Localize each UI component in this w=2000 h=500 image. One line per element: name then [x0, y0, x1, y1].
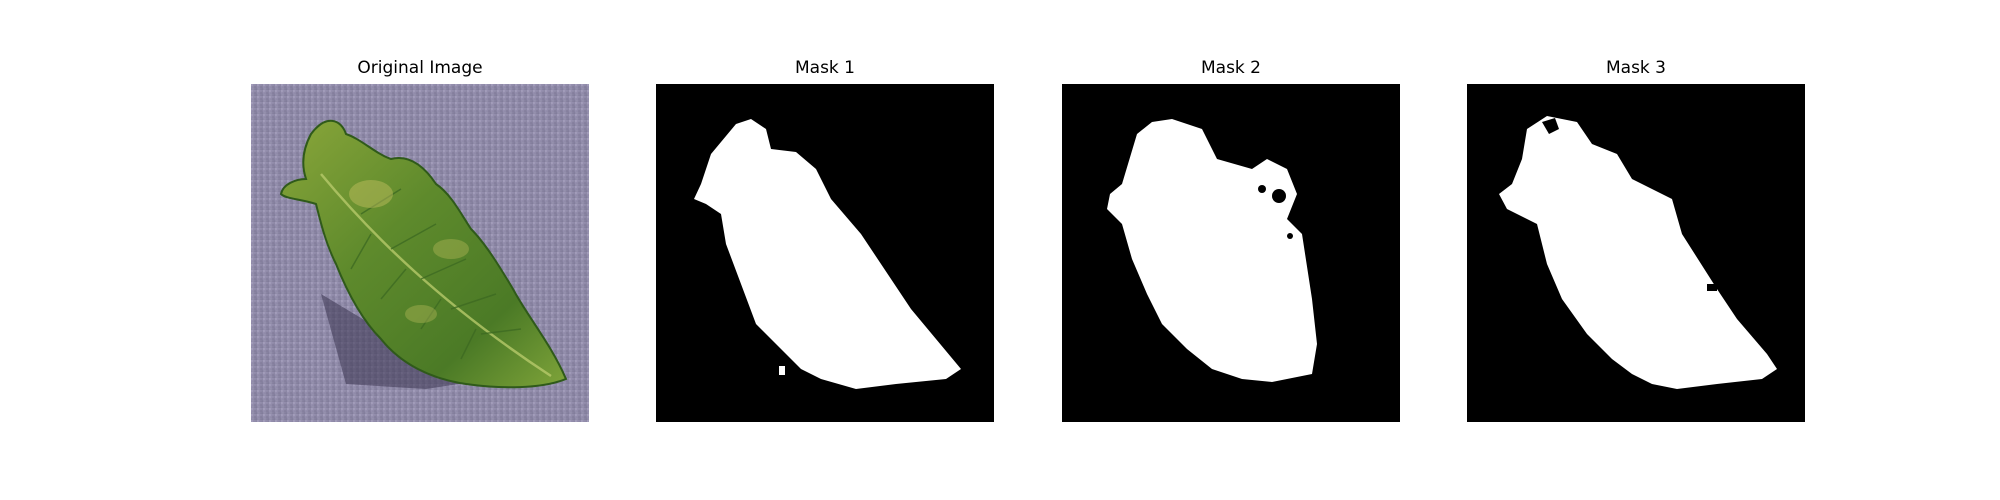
mask-region	[694, 119, 961, 389]
panel-title: Mask 1	[794, 58, 855, 78]
mask-3-panel: Mask 3	[1467, 58, 1805, 422]
original-leaf-image	[251, 84, 589, 422]
mask-region	[1499, 116, 1777, 389]
panel-title: Mask 3	[1605, 58, 1666, 78]
mask-speck	[779, 366, 785, 375]
mask-hole	[1258, 185, 1266, 193]
mask-1-image	[656, 84, 994, 422]
mask-3-image	[1467, 84, 1805, 422]
leaf-spot	[433, 239, 469, 259]
mask-2-image	[1062, 84, 1400, 422]
leaf-midrib	[320, 173, 552, 378]
mask-hole	[1707, 284, 1717, 291]
mask-1-panel: Mask 1	[656, 58, 994, 422]
leaf-veins	[350, 188, 522, 360]
mask-hole	[1272, 189, 1286, 203]
mask-hole	[1542, 118, 1559, 134]
mask-2-panel: Mask 2	[1062, 58, 1400, 422]
leaf-spot	[405, 305, 437, 323]
mask-region	[1107, 119, 1317, 382]
panel-title: Mask 2	[1200, 58, 1261, 78]
leaf-shape	[279, 119, 568, 389]
original-image-panel: Original Image	[251, 58, 589, 422]
panel-title: Original Image	[357, 58, 483, 78]
mask-hole	[1287, 233, 1293, 239]
leaf-spot	[349, 180, 393, 208]
